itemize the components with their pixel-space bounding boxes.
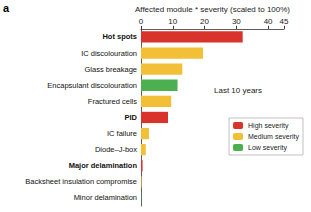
svg-text:20: 20 (200, 17, 209, 26)
svg-text:45: 45 (280, 17, 289, 26)
svg-text:10: 10 (168, 17, 177, 26)
svg-text:Hot spots: Hot spots (102, 32, 137, 41)
svg-text:IC failure: IC failure (107, 129, 137, 138)
svg-text:Diode–J-box: Diode–J-box (95, 145, 137, 154)
svg-text:Major delamination: Major delamination (69, 161, 138, 170)
svg-text:Last 10 years: Last 10 years (214, 86, 262, 95)
svg-text:Fractured cells: Fractured cells (88, 97, 137, 106)
svg-text:Encapsulant discolouration: Encapsulant discolouration (47, 81, 137, 90)
svg-text:40: 40 (264, 17, 273, 26)
svg-text:Affected module * severity (sc: Affected module * severity (scaled to 10… (135, 5, 290, 14)
svg-text:30: 30 (232, 17, 241, 26)
svg-text:High severity: High severity (248, 122, 289, 130)
svg-text:Medium severity: Medium severity (248, 133, 299, 141)
svg-text:PID: PID (124, 113, 137, 122)
svg-text:IC discolouration: IC discolouration (81, 49, 137, 58)
svg-text:Backsheet insulation compromis: Backsheet insulation compromise (25, 177, 137, 186)
svg-text:a: a (3, 2, 10, 14)
svg-text:Low severity: Low severity (248, 144, 287, 152)
svg-text:Minor delamination: Minor delamination (74, 193, 137, 202)
svg-text:Glass breakage: Glass breakage (84, 65, 137, 74)
svg-text:0: 0 (139, 17, 144, 26)
